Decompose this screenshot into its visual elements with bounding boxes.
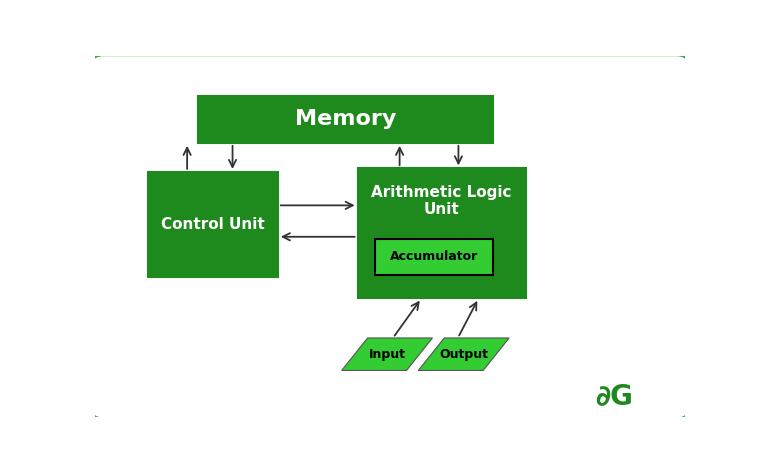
Text: ∂G: ∂G [595,382,633,410]
Polygon shape [342,338,432,371]
Polygon shape [419,338,509,371]
FancyBboxPatch shape [199,96,493,143]
Text: Control Unit: Control Unit [161,217,265,232]
FancyBboxPatch shape [358,168,526,298]
Text: Memory: Memory [295,109,396,129]
FancyBboxPatch shape [92,54,688,419]
Text: Input: Input [368,348,406,361]
FancyBboxPatch shape [375,239,493,275]
Text: Output: Output [439,348,489,361]
Text: Arithmetic Logic
Unit: Arithmetic Logic Unit [371,184,512,217]
FancyBboxPatch shape [148,172,278,277]
Text: Accumulator: Accumulator [390,250,479,263]
